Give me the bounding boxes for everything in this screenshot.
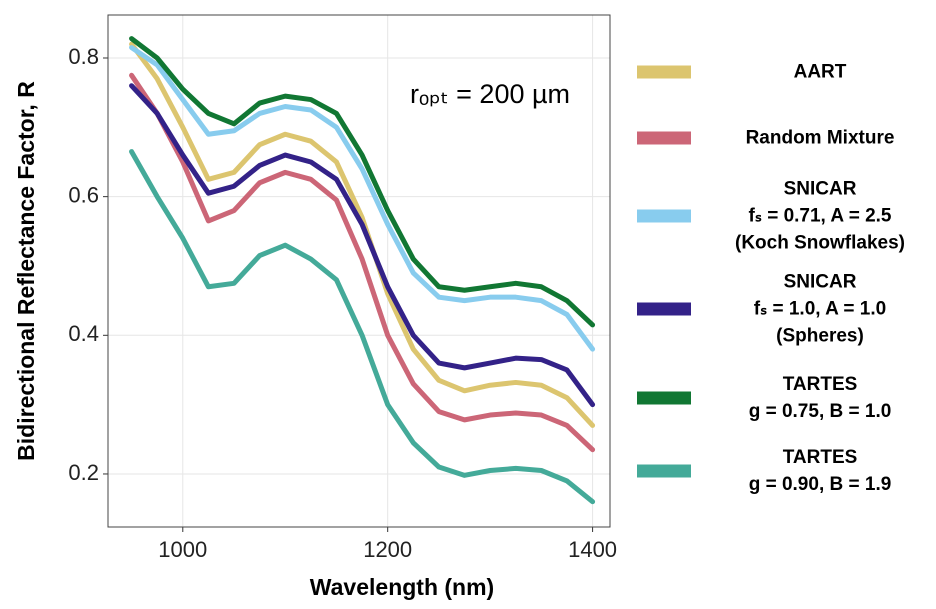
legend-swatch xyxy=(637,209,691,223)
annotation: rₒₚₜ = 200 µm xyxy=(410,79,570,109)
legend-label: SNICAR fₛ = 1.0, A = 1.0 (Spheres) xyxy=(753,271,887,347)
x-tick-label: 1200 xyxy=(363,537,412,562)
series-line xyxy=(129,45,596,352)
legend-label: TARTES g = 0.90, B = 1.9 xyxy=(748,447,892,495)
legend-label: SNICAR fₛ = 0.71, A = 2.5 (Koch Snowflak… xyxy=(735,178,905,254)
y-tick-label: 0.6 xyxy=(68,182,99,207)
series-line xyxy=(129,41,596,428)
x-tick-label: 1000 xyxy=(158,537,207,562)
legend-swatch xyxy=(637,464,691,478)
legend-swatch xyxy=(637,131,691,145)
legend-label: Random Mixture xyxy=(745,127,895,149)
series-line xyxy=(129,36,596,328)
y-tick-label: 0.2 xyxy=(68,460,99,485)
x-tick-label: 1400 xyxy=(568,537,617,562)
series-line xyxy=(129,72,596,453)
series-line xyxy=(129,83,596,408)
legend-swatch xyxy=(637,391,691,405)
plot-frame xyxy=(107,14,611,528)
legend-label: TARTES g = 0.75, B = 1.0 xyxy=(748,374,892,422)
legend-label: AART xyxy=(793,61,847,83)
x-axis-label: Wavelength (nm) xyxy=(310,574,494,600)
series-line xyxy=(129,149,596,505)
legend-swatch xyxy=(637,302,691,316)
y-tick-label: 0.4 xyxy=(68,321,99,346)
y-tick-label: 0.8 xyxy=(68,44,99,69)
legend-swatch xyxy=(637,65,691,79)
y-axis-label: Bidirectional Reflectance Factor, R xyxy=(13,81,39,461)
